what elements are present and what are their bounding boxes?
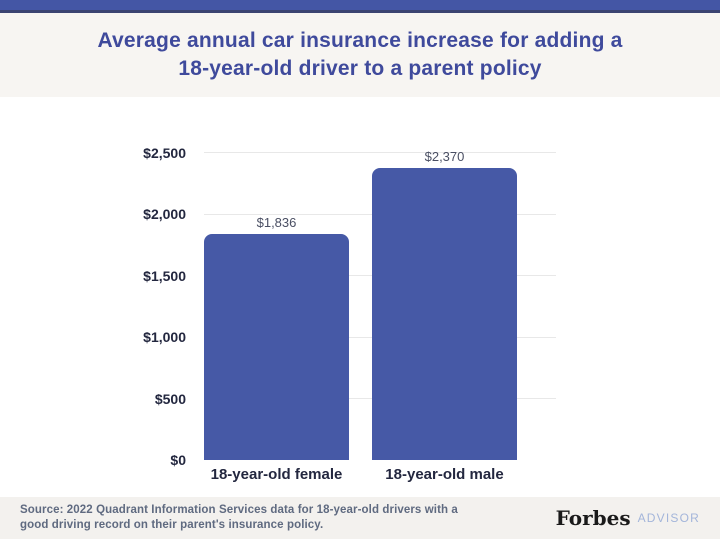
bar-chart: $0 $500 $1,000 $1,500 $2,000 $2,500 $1,836 18-y…: [0, 97, 720, 497]
gridline: [204, 152, 556, 153]
forbes-wordmark: Forbes: [555, 506, 631, 530]
bar-value-label: $2,370: [424, 149, 465, 164]
chart-title: Average annual car insurance increase fo…: [0, 13, 720, 83]
chart-header: Average annual car insurance increase fo…: [0, 13, 720, 97]
chart-title-line-2: 18-year-old driver to a parent policy: [178, 57, 542, 80]
top-accent-bar: [0, 0, 720, 13]
y-axis-tick-label: $0: [170, 452, 186, 468]
y-axis-tick-label: $1,000: [143, 329, 186, 345]
y-axis-tick-label: $2,500: [143, 144, 186, 161]
source-note: Source: 2022 Quadrant Information Servic…: [20, 503, 458, 533]
footer: Source: 2022 Quadrant Information Servic…: [0, 497, 720, 539]
bar-value-label: $1,836: [256, 215, 297, 230]
forbes-advisor-logo: Forbes ADVISOR: [556, 506, 700, 530]
advisor-wordmark: ADVISOR: [637, 511, 700, 525]
y-axis-tick-label: $2,000: [143, 206, 186, 222]
bar: [204, 234, 349, 460]
chart-title-line-1: Average annual car insurance increase fo…: [97, 29, 623, 52]
y-axis-tick-label: $1,500: [143, 267, 186, 284]
x-axis-label: 18-year-old female: [210, 466, 343, 483]
bar: [372, 168, 517, 460]
source-note-line-1: Source: 2022 Quadrant Information Servic…: [20, 504, 458, 516]
x-axis-label: 18-year-old male: [385, 466, 504, 483]
y-axis-tick-label: $500: [154, 390, 186, 407]
source-note-line-2: good driving record on their parent's in…: [20, 519, 324, 531]
